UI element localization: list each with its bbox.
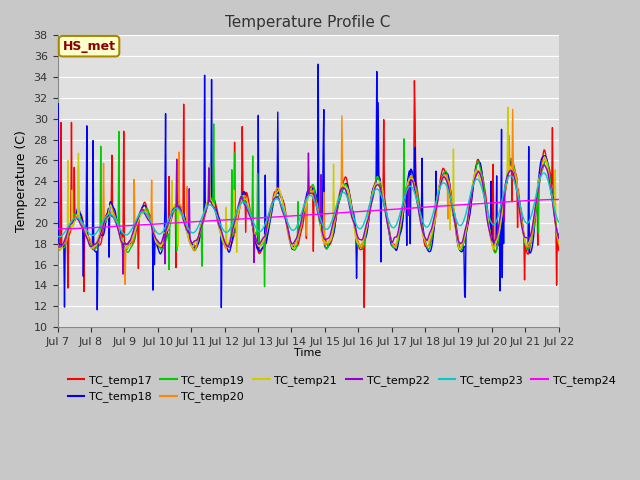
TC_temp19 [555, 238, 563, 244]
TC_temp20 [509, 107, 516, 112]
TC_temp18 [166, 219, 173, 225]
TC_temp19 [385, 223, 392, 229]
TC_temp20 [54, 241, 61, 247]
TC_temp20 [166, 216, 173, 222]
TC_temp21 [555, 241, 563, 247]
TC_temp21 [504, 104, 511, 110]
TC_temp20 [369, 187, 377, 193]
TC_temp23 [63, 225, 71, 231]
TC_temp20 [115, 226, 122, 231]
TC_temp17 [54, 244, 61, 250]
TC_temp23 [384, 216, 392, 221]
TC_temp23 [166, 214, 173, 220]
TC_temp21 [192, 238, 200, 244]
TC_temp21 [63, 232, 70, 238]
TC_temp17 [360, 305, 368, 311]
TC_temp22 [555, 235, 563, 241]
Legend: TC_temp17, TC_temp18, TC_temp19, TC_temp20, TC_temp21, TC_temp22, TC_temp23, TC_: TC_temp17, TC_temp18, TC_temp19, TC_temp… [63, 371, 620, 407]
TC_temp24 [192, 219, 200, 225]
TC_temp21 [369, 188, 377, 193]
TC_temp22 [370, 189, 378, 195]
TC_temp20 [63, 238, 70, 243]
TC_temp17 [555, 248, 563, 253]
Line: TC_temp17: TC_temp17 [58, 81, 559, 308]
TC_temp19 [54, 245, 61, 251]
TC_temp22 [115, 227, 122, 233]
TC_temp24 [115, 223, 122, 229]
TC_temp18 [115, 224, 123, 229]
Y-axis label: Temperature (C): Temperature (C) [15, 130, 28, 232]
TC_temp23 [540, 170, 548, 176]
TC_temp22 [54, 244, 61, 250]
TC_temp19 [165, 267, 173, 273]
Line: TC_temp24: TC_temp24 [58, 200, 559, 229]
Text: HS_met: HS_met [63, 40, 116, 53]
TC_temp18 [385, 227, 392, 232]
TC_temp23 [369, 190, 377, 196]
TC_temp23 [115, 224, 123, 229]
TC_temp17 [115, 224, 122, 229]
TC_temp23 [193, 228, 200, 233]
TC_temp18 [555, 234, 563, 240]
TC_temp18 [314, 61, 322, 67]
Line: TC_temp22: TC_temp22 [58, 153, 559, 274]
TC_temp24 [54, 226, 61, 232]
TC_temp22 [385, 227, 392, 232]
TC_temp21 [115, 224, 122, 229]
TC_temp20 [384, 220, 392, 226]
TC_temp23 [55, 234, 63, 240]
TC_temp22 [166, 216, 173, 222]
TC_temp20 [555, 236, 563, 242]
TC_temp24 [165, 220, 173, 226]
TC_temp17 [192, 243, 200, 249]
TC_temp19 [115, 226, 122, 232]
TC_temp20 [122, 281, 129, 287]
TC_temp19 [210, 121, 218, 127]
TC_temp19 [192, 247, 200, 253]
TC_temp21 [384, 223, 392, 228]
X-axis label: Time: Time [294, 348, 322, 358]
TC_temp18 [93, 307, 101, 313]
TC_temp18 [193, 245, 200, 251]
TC_temp19 [370, 190, 378, 195]
TC_temp22 [63, 232, 70, 238]
Line: TC_temp18: TC_temp18 [58, 64, 559, 310]
TC_temp20 [193, 244, 200, 250]
Line: TC_temp19: TC_temp19 [58, 124, 559, 287]
TC_temp24 [383, 207, 391, 213]
TC_temp17 [384, 219, 392, 225]
Title: Temperature Profile C: Temperature Profile C [225, 15, 391, 30]
TC_temp19 [260, 284, 268, 289]
TC_temp21 [165, 224, 173, 229]
TC_temp24 [555, 197, 563, 203]
TC_temp18 [54, 238, 61, 243]
TC_temp22 [119, 271, 127, 277]
TC_temp17 [63, 239, 70, 244]
TC_temp17 [165, 174, 173, 180]
TC_temp17 [411, 78, 419, 84]
TC_temp17 [369, 185, 377, 191]
TC_temp23 [555, 219, 563, 225]
TC_temp21 [54, 243, 61, 249]
Line: TC_temp21: TC_temp21 [58, 107, 559, 252]
TC_temp24 [63, 226, 70, 232]
Line: TC_temp23: TC_temp23 [58, 173, 559, 237]
TC_temp22 [305, 150, 312, 156]
TC_temp21 [233, 250, 241, 255]
Line: TC_temp20: TC_temp20 [58, 109, 559, 284]
TC_temp22 [193, 238, 200, 243]
TC_temp19 [63, 239, 70, 244]
TC_temp18 [370, 184, 378, 190]
TC_temp24 [369, 208, 376, 214]
TC_temp23 [54, 233, 61, 239]
TC_temp18 [63, 237, 70, 242]
